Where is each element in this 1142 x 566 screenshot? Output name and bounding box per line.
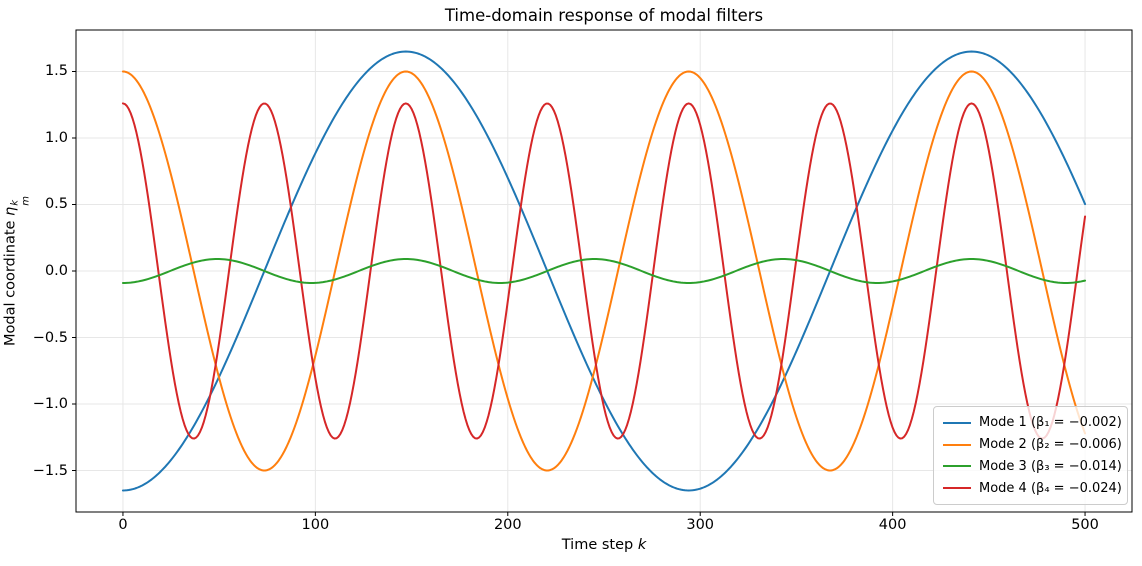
y-axis-label-sup: k (9, 199, 21, 206)
y-tick-label: 1.0 (44, 129, 68, 146)
y-axis-label-text: Modal coordinate (2, 215, 19, 347)
legend: Mode 1 (β₁ = −0.002) Mode 2 (β₂ = −0.006)… (933, 406, 1128, 505)
legend-line-sample (943, 487, 971, 490)
y-tick-label: 0.5 (44, 196, 68, 213)
chart-title: Time-domain response of modal filters (444, 6, 764, 25)
y-tick-label: −0.5 (32, 329, 68, 346)
x-tick-label: 400 (878, 517, 907, 533)
x-tick-label: 100 (301, 517, 330, 533)
legend-item: Mode 1 (β₁ = −0.002) (943, 415, 1122, 430)
x-axis-label: Time step k (76, 537, 1132, 553)
x-axis-label-text: Time step (561, 537, 638, 553)
y-axis-label-var: η (2, 206, 19, 216)
legend-line-sample (943, 465, 971, 468)
legend-label: Mode 2 (β₂ = −0.006) (979, 437, 1122, 453)
mode-3-curve (121, 258, 1087, 284)
mode-2-curve (121, 70, 1087, 472)
legend-line-sample (943, 421, 971, 424)
mode-4-curve (121, 102, 1087, 440)
x-tick-label: 300 (686, 517, 715, 533)
legend-item: Mode 3 (β₃ = −0.014) (943, 459, 1122, 474)
legend-line-sample (943, 443, 971, 446)
y-tick-label: 1.5 (44, 63, 68, 80)
y-tick-label: −1.5 (32, 462, 68, 479)
y-axis-label-sub: m (20, 195, 31, 206)
legend-item: Mode 4 (β₄ = −0.024) (943, 481, 1122, 496)
legend-item: Mode 2 (β₂ = −0.006) (943, 437, 1122, 452)
legend-label: Mode 1 (β₁ = −0.002) (979, 415, 1122, 431)
mode-1-curve (121, 50, 1087, 492)
x-tick-label: 200 (493, 517, 522, 533)
legend-label: Mode 3 (β₃ = −0.014) (979, 458, 1122, 474)
y-tick-label: −1.0 (32, 396, 68, 412)
x-tick-label: 500 (1071, 517, 1099, 533)
x-axis-label-var: k (637, 537, 647, 553)
y-tick-label: 0.0 (44, 263, 68, 279)
x-tick-label: 0 (118, 517, 128, 533)
legend-label: Mode 4 (β₄ = −0.024) (979, 480, 1122, 496)
